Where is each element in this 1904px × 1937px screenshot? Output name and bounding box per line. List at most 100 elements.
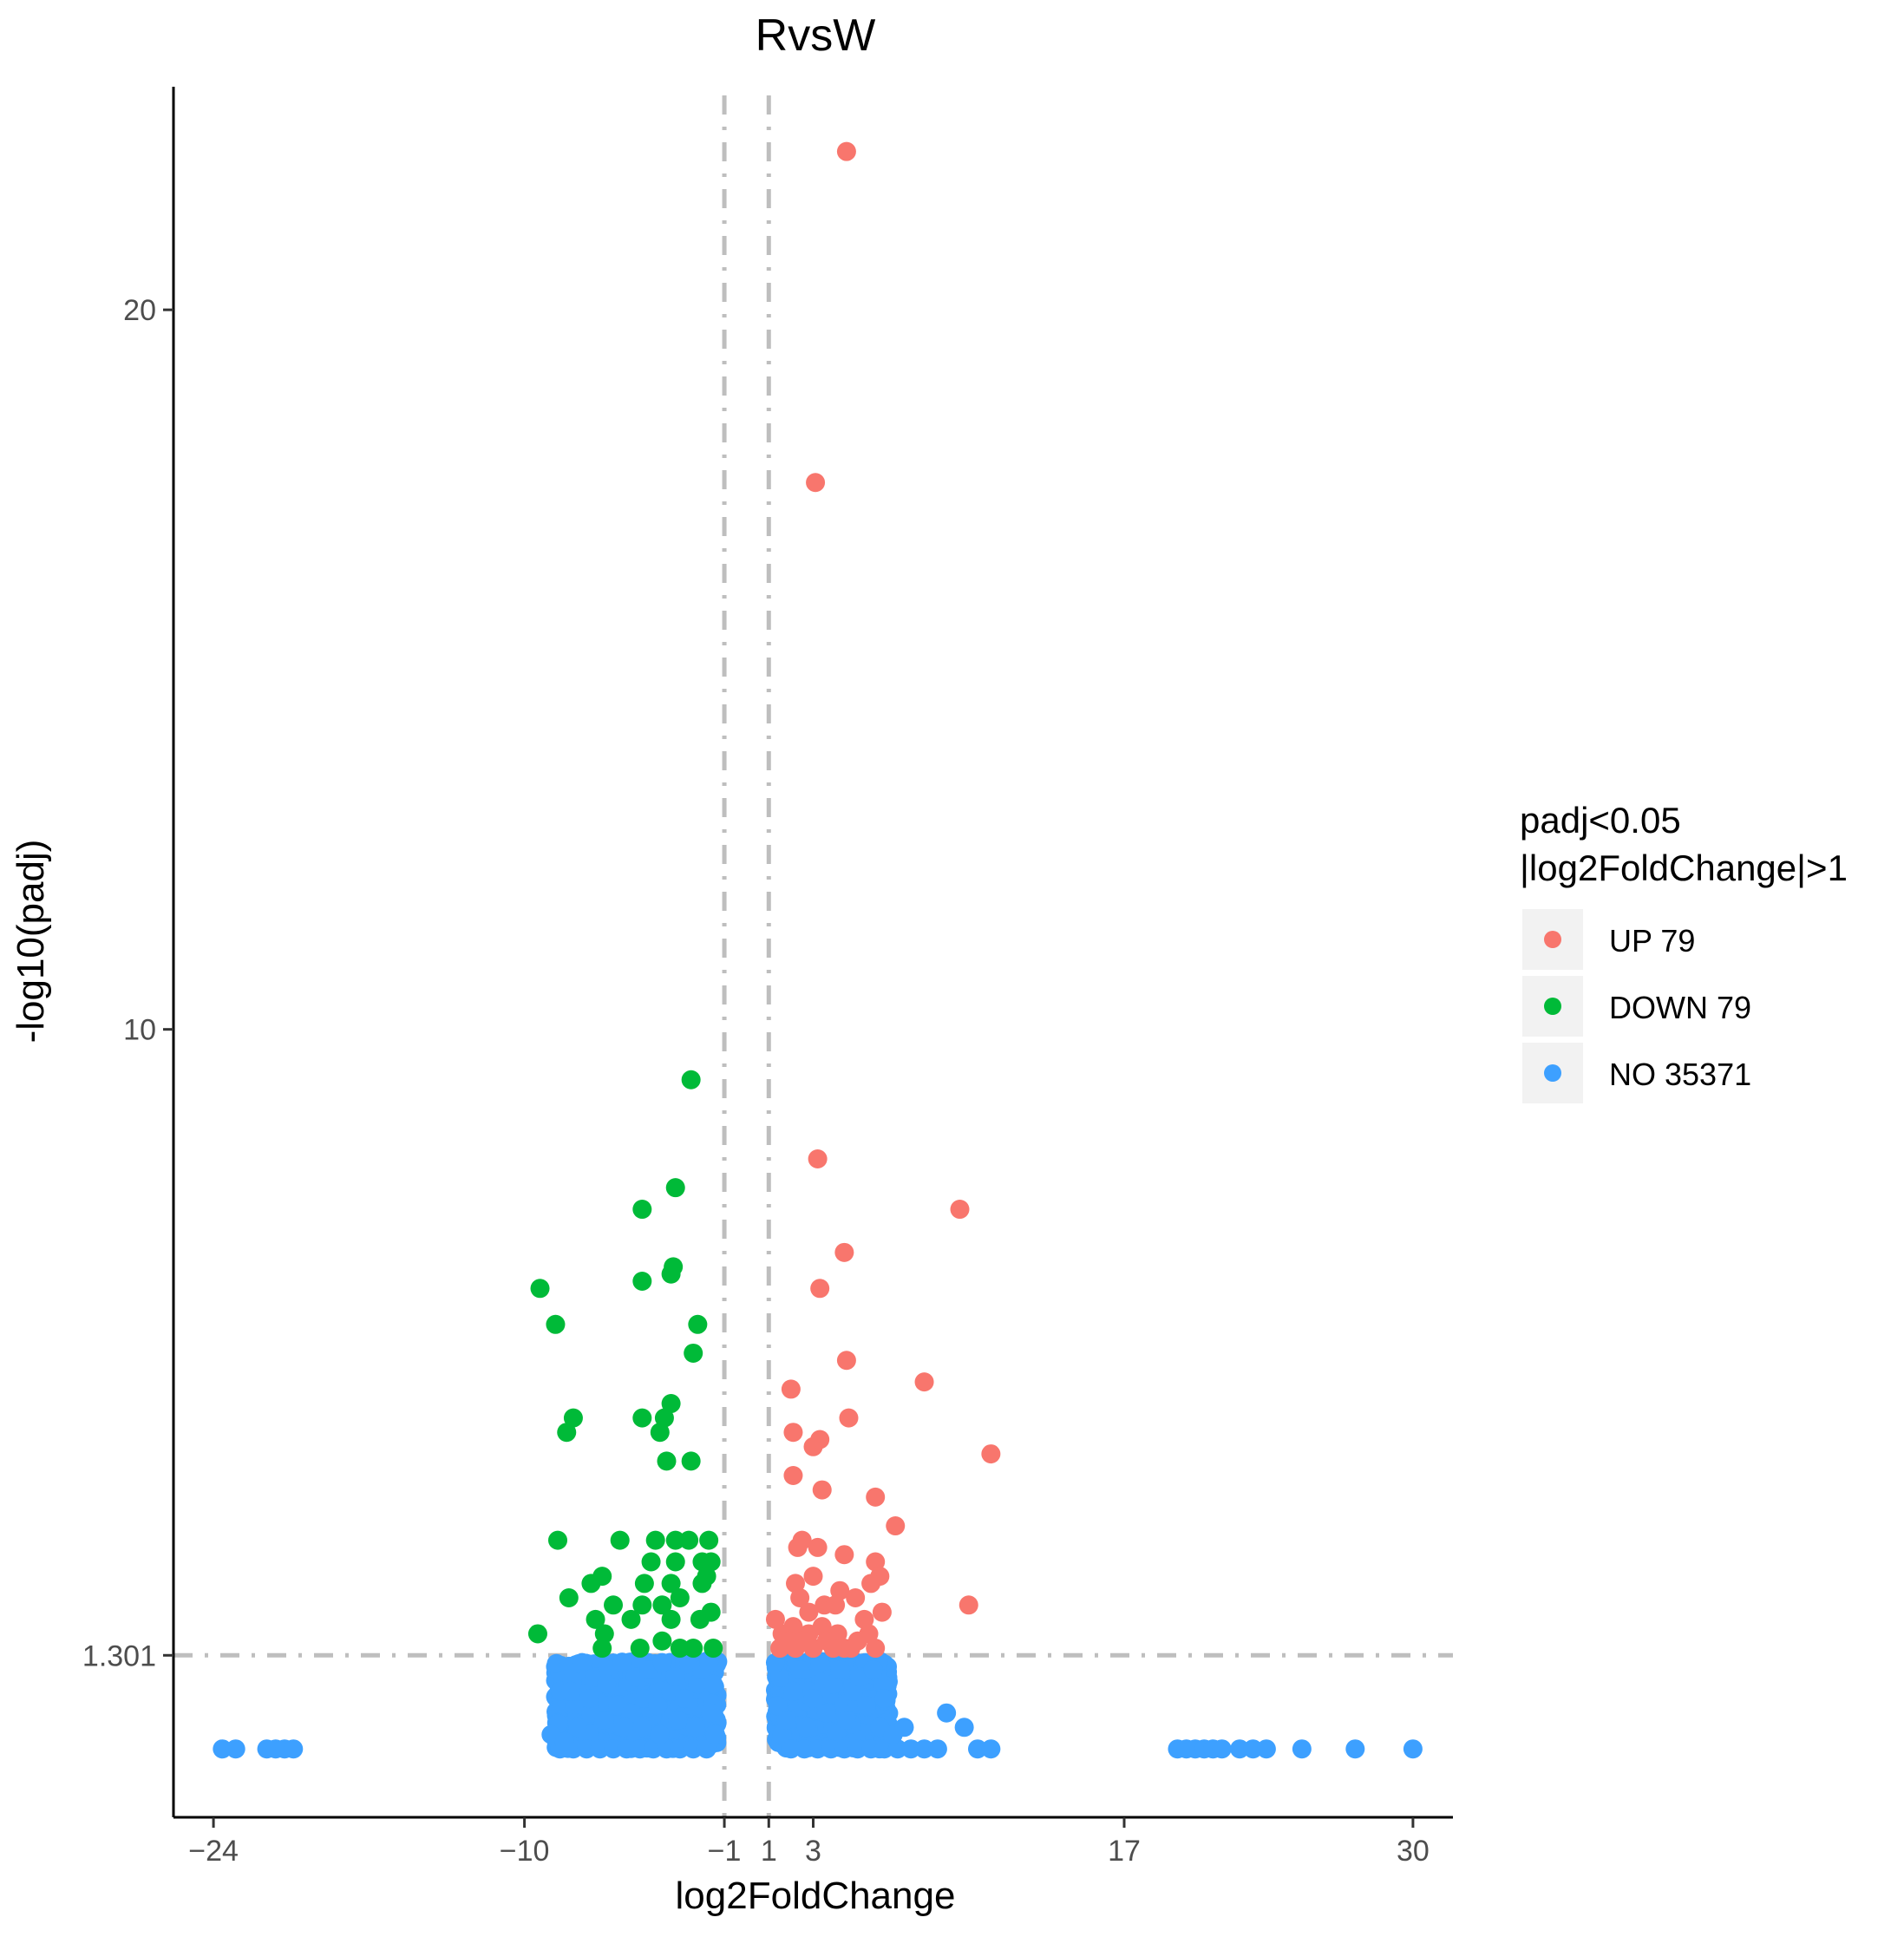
data-point-up [810, 1430, 830, 1449]
legend-label-no: NO 35371 [1609, 1057, 1751, 1092]
data-point-down [557, 1423, 577, 1443]
data-point-down [650, 1423, 670, 1443]
y-axis-ticks: 1.301 10 20 [82, 294, 173, 1672]
data-point-no [668, 1711, 688, 1731]
data-point-no [705, 1724, 725, 1744]
data-point-no [684, 1739, 703, 1759]
data-point-no [657, 1739, 677, 1759]
data-point-up [783, 1617, 803, 1637]
data-point-no [772, 1724, 792, 1744]
data-point-no [1403, 1739, 1423, 1759]
data-point-down [632, 1272, 652, 1292]
data-point-no [901, 1739, 921, 1759]
data-point-down [586, 1609, 605, 1629]
data-point-no [1345, 1739, 1365, 1759]
data-point-down [641, 1552, 661, 1572]
data-point-up [836, 1351, 856, 1371]
data-point-no [836, 1711, 856, 1731]
data-point-down [665, 1178, 685, 1198]
data-point-no [830, 1659, 850, 1679]
data-point-no [1212, 1739, 1232, 1759]
y-axis-title: -log10(padj) [10, 840, 52, 1044]
data-point-no [577, 1739, 597, 1759]
data-point-down [634, 1574, 654, 1593]
data-point-no [561, 1681, 581, 1701]
data-point-no [674, 1689, 694, 1709]
data-point-no [783, 1681, 803, 1701]
legend-title-line2: |log2FoldChange|>1 [1520, 847, 1848, 888]
data-point-down [681, 1070, 701, 1090]
series-up [765, 141, 1001, 1659]
data-point-down [630, 1639, 650, 1659]
x-tick-label: 30 [1397, 1835, 1430, 1868]
data-point-down [684, 1639, 703, 1659]
data-point-no [632, 1718, 652, 1737]
data-point-up [786, 1639, 806, 1659]
data-point-no [568, 1718, 588, 1737]
data-point-no [768, 1696, 788, 1716]
legend-dot-up [1544, 931, 1561, 948]
data-point-down [652, 1631, 672, 1651]
legend-label-down: DOWN 79 [1609, 990, 1751, 1025]
data-point-up [765, 1609, 785, 1629]
data-point-no [614, 1718, 634, 1737]
data-point-no [699, 1652, 719, 1672]
legend-title-line1: padj<0.05 [1520, 800, 1681, 841]
data-point-no [685, 1718, 705, 1737]
data-point-no [967, 1739, 987, 1759]
data-point-up [959, 1595, 978, 1615]
data-point-up [812, 1480, 832, 1500]
data-point-up [806, 473, 826, 493]
data-point-down [665, 1530, 685, 1550]
data-point-no [823, 1674, 843, 1694]
data-point-no [874, 1739, 894, 1759]
data-point-down [679, 1530, 699, 1550]
data-point-down [546, 1314, 566, 1334]
data-point-down [657, 1451, 677, 1471]
data-point-up [836, 141, 856, 161]
data-point-no [834, 1739, 854, 1759]
data-point-no [863, 1659, 883, 1679]
legend-dot-down [1544, 998, 1561, 1015]
data-point-no [579, 1689, 599, 1709]
data-point-down [594, 1624, 614, 1644]
data-point-no [573, 1652, 592, 1672]
data-point-up [834, 1545, 854, 1565]
data-point-down [548, 1530, 568, 1550]
y-tick-label: 10 [123, 1014, 156, 1047]
data-point-no [688, 1674, 708, 1694]
data-point-no [770, 1667, 790, 1687]
data-point-no [810, 1652, 830, 1672]
legend-label-up: UP 79 [1609, 923, 1695, 959]
data-point-no [670, 1739, 690, 1759]
data-point-up [914, 1372, 934, 1392]
legend-dot-no [1544, 1064, 1561, 1082]
y-tick-label: 20 [123, 294, 156, 327]
data-point-up [803, 1567, 823, 1587]
data-point-no [781, 1739, 801, 1759]
data-point-no [644, 1739, 664, 1759]
data-point-no [796, 1718, 816, 1737]
data-point-no [776, 1711, 796, 1731]
data-point-no [1256, 1739, 1276, 1759]
data-point-down [563, 1408, 583, 1428]
data-point-down [527, 1624, 547, 1644]
data-point-no [816, 1703, 836, 1723]
data-point-down [645, 1530, 665, 1550]
data-point-no [554, 1731, 574, 1751]
x-tick-label: 1 [761, 1835, 777, 1868]
data-point-up [783, 1423, 803, 1443]
data-point-down [632, 1408, 652, 1428]
data-point-no [856, 1696, 876, 1716]
data-point-up [799, 1602, 819, 1622]
data-point-no [937, 1703, 957, 1723]
data-point-no [821, 1739, 841, 1759]
data-point-up [861, 1574, 881, 1593]
series-no [213, 1652, 1423, 1759]
data-point-no [621, 1703, 641, 1723]
data-point-up [781, 1379, 801, 1399]
data-point-no [630, 1739, 650, 1759]
data-point-up [826, 1595, 846, 1615]
data-point-up [872, 1602, 892, 1622]
